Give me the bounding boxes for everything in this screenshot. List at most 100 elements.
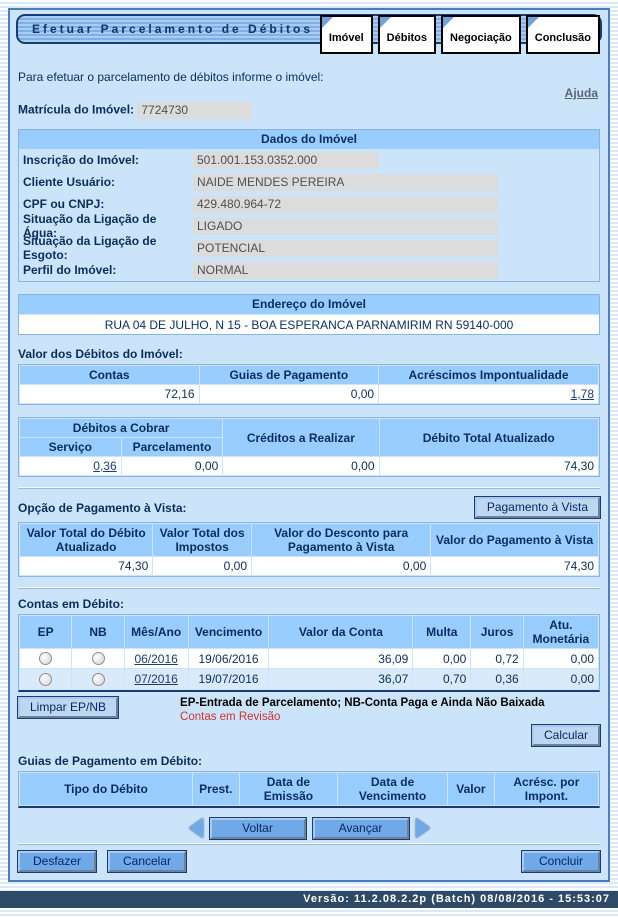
nb-radio-07-2016[interactable]	[91, 672, 105, 686]
guias-debito-label: Guias de Pagamento em Débito:	[18, 753, 203, 768]
valor-debitos-label: Valor dos Débitos do Imóvel:	[18, 347, 183, 361]
avancar-button[interactable]: Avançar	[311, 816, 410, 840]
endereco-title: Endereço do Imóvel	[19, 295, 599, 314]
cliente-label: Cliente Usuário:	[23, 175, 116, 189]
th-multa: Multa	[413, 616, 471, 648]
calcular-row: Calcular	[18, 723, 602, 747]
tab-imovel[interactable]: Imóvel	[319, 15, 373, 54]
debitos-cobrar-table: Débitos a Cobrar Créditos a Realizar Déb…	[18, 417, 600, 477]
cell-multa: 0,00	[413, 649, 471, 669]
servico-link[interactable]: 0,36	[93, 459, 117, 473]
th-nb: NB	[72, 616, 124, 648]
previous-arrow-icon[interactable]	[188, 818, 203, 839]
intro-text: Para efetuar o parcelamento de débitos i…	[18, 70, 324, 84]
dados-row: Situação da Ligação de Esgoto: POTENCIAL	[19, 234, 599, 262]
ep-radio-06-2016[interactable]	[39, 652, 53, 666]
app-frame: Efetuar Parcelamento de Débitos Imóvel D…	[8, 8, 610, 882]
pagamento-vista-table: Valor Total do Débito Atualizado Valor T…	[18, 522, 600, 577]
divider	[18, 487, 600, 489]
th-debitos-cobrar: Débitos a Cobrar	[20, 419, 223, 437]
cell-parcelamento: 0,00	[121, 457, 223, 475]
tab-conclusao[interactable]: Conclusão	[525, 15, 600, 54]
th-valor: Valor	[448, 772, 494, 805]
endereco-panel: Endereço do Imóvel RUA 04 DE JULHO, N 15…	[18, 294, 600, 335]
cell-nb	[72, 649, 124, 669]
help-row: Ajuda	[20, 86, 598, 100]
cell-mes-ano: 07/2016	[124, 669, 188, 689]
dados-imovel-title: Dados do Imóvel	[19, 130, 599, 149]
th-valor-conta: Valor da Conta	[269, 616, 413, 648]
conta-row-06-2016: 06/2016 19/06/2016 36,09 0,00 0,72 0,00	[20, 649, 598, 669]
guias-debito-table: Tipo do Débito Prest. Data de Emissão Da…	[18, 770, 600, 808]
next-arrow-icon[interactable]	[415, 818, 430, 839]
legend-block: EP-Entrada de Parcelamento; NB-Conta Pag…	[180, 697, 544, 723]
tab-conclusao-label: Conclusão	[534, 32, 591, 44]
th-contas: Contas	[20, 366, 199, 384]
cell-atu-monetaria: 0,00	[523, 649, 598, 669]
cancelar-button[interactable]: Cancelar	[107, 849, 187, 873]
nb-radio-06-2016[interactable]	[91, 652, 105, 666]
cpf-value-field: 429.480.964-72	[193, 195, 498, 213]
cell-valor-conta: 36,09	[269, 649, 413, 669]
cell-juros: 0,36	[471, 669, 523, 689]
th-acresc-impont: Acrésc. por Impont.	[494, 772, 598, 805]
perfil-label: Perfil do Imóvel:	[23, 263, 117, 277]
th-acrescimos: Acréscimos Impontualidade	[379, 366, 598, 384]
th-servico: Serviço	[20, 438, 121, 456]
matricula-row: Matrícula do Imóvel: 7724730	[18, 102, 600, 119]
th-debito-total: Débito Total Atualizado	[379, 419, 598, 456]
cell-debito-total: 74,30	[379, 457, 598, 475]
cell-servico: 0,36	[20, 457, 121, 475]
tab-negociacao[interactable]: Negociação	[441, 15, 521, 54]
cliente-value-field: NAIDE MENDES PEREIRA	[193, 173, 498, 191]
dados-row: Situação da Ligação de Água: LIGADO	[19, 212, 599, 240]
pagamento-vista-row: Opção de Pagamento à Vista: Pagamento à …	[18, 496, 602, 519]
ep-nb-legend: EP-Entrada de Parcelamento; NB-Conta Pag…	[180, 696, 545, 709]
th-tipo-debito: Tipo do Débito	[20, 772, 192, 805]
cell-valor-pagamento-vista: 74,30	[431, 557, 598, 575]
ep-radio-07-2016[interactable]	[39, 672, 53, 686]
acrescimos-link[interactable]: 1,78	[570, 387, 594, 401]
wizard-navigation: Voltar Avançar	[18, 816, 600, 840]
calcular-button[interactable]: Calcular	[530, 723, 602, 747]
tab-negociacao-label: Negociação	[450, 32, 512, 44]
contas-revisao-link[interactable]: Contas em Revisão	[180, 710, 281, 723]
divider	[18, 587, 600, 589]
th-valor-pagamento-vista: Valor do Pagamento à Vista	[431, 524, 598, 556]
mes-ano-link-06-2016[interactable]: 06/2016	[134, 651, 178, 666]
ligacao-agua-label: Situação da Ligação de Água:	[23, 212, 157, 240]
tab-debitos[interactable]: Débitos	[377, 15, 437, 54]
mes-ano-link-07-2016[interactable]: 07/2016	[134, 671, 178, 686]
th-valor-total-debito: Valor Total do Débito Atualizado	[20, 524, 153, 556]
cell-guias-valor: 0,00	[199, 385, 379, 403]
th-valor-desconto: Valor do Desconto para Pagamento à Vista	[252, 524, 431, 556]
endereco-value: RUA 04 DE JULHO, N 15 - BOA ESPERANCA PA…	[19, 314, 599, 334]
th-data-emissao: Data de Emissão	[239, 772, 338, 805]
cell-acrescimos-valor: 1,78	[379, 385, 598, 403]
contas-debito-label: Contas em Débito:	[18, 597, 125, 611]
matricula-value-field: 7724730	[137, 102, 253, 119]
th-atu-monetaria: Atu. Monetária	[523, 616, 598, 648]
version-footer: Versão: 11.2.08.2.2p (Batch) 08/08/2016 …	[0, 891, 618, 908]
inscricao-label: Inscrição do Imóvel:	[23, 153, 140, 167]
limpar-ep-nb-button[interactable]: Limpar EP/NB	[16, 695, 120, 719]
th-creditos-realizar: Créditos a Realizar	[223, 419, 379, 456]
dados-row: Cliente Usuário: NAIDE MENDES PEREIRA	[19, 171, 599, 193]
cell-creditos: 0,00	[223, 457, 379, 475]
dados-imovel-panel: Dados do Imóvel Inscrição do Imóvel: 501…	[18, 129, 600, 282]
ajuda-link[interactable]: Ajuda	[564, 86, 598, 100]
conta-row-07-2016: 07/2016 19/07/2016 36,07 0,70 0,36 0,00	[20, 669, 598, 689]
matricula-label: Matrícula do Imóvel:	[18, 102, 135, 117]
pagamento-vista-button[interactable]: Pagamento à Vista	[473, 496, 602, 519]
pagamento-vista-label: Opção de Pagamento à Vista:	[18, 500, 187, 515]
concluir-button[interactable]: Concluir	[521, 849, 601, 873]
desfazer-button[interactable]: Desfazer	[17, 849, 97, 873]
dados-row: Perfil do Imóvel: NORMAL	[19, 259, 599, 281]
tab-debitos-label: Débitos	[386, 32, 428, 44]
divider	[18, 842, 600, 845]
ligacao-agua-value-field: LIGADO	[193, 217, 498, 235]
valor-debitos-table: Contas Guias de Pagamento Acréscimos Imp…	[18, 364, 600, 405]
cell-juros: 0,72	[471, 649, 523, 669]
actions-row: Desfazer Cancelar Concluir	[17, 849, 601, 873]
voltar-button[interactable]: Voltar	[208, 816, 307, 840]
